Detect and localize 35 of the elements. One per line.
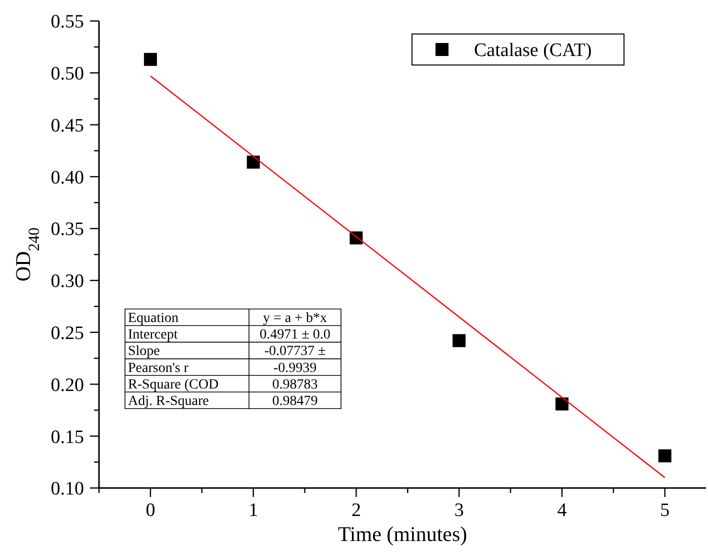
x-axis-title: Time (minutes)	[338, 522, 468, 546]
x-tick-label: 1	[248, 500, 258, 521]
point	[555, 397, 568, 410]
y-tick-label: 0.20	[50, 374, 84, 396]
point	[452, 334, 466, 348]
annotation: -0.07737 ±	[264, 344, 326, 360]
annotation: y = a + b*x	[262, 311, 328, 326]
x-tick-label: 4	[557, 500, 568, 521]
annotation: 0.98783	[272, 377, 318, 392]
x-tick-label: 0	[146, 500, 156, 521]
y-tick-label: 0.45	[50, 115, 84, 136]
y-tick-label: 0.25	[50, 322, 84, 344]
x-tick-label: 3	[454, 500, 464, 521]
x-tick-label: 5	[660, 500, 670, 521]
point	[144, 52, 157, 66]
legend-label: Catalase (CAT)	[474, 40, 592, 62]
y-tick-label: 0.40	[50, 167, 84, 188]
annotation: Intercept	[128, 328, 178, 343]
annotation: R-Square (COD	[128, 377, 219, 392]
y-tick-label: 0.10	[50, 478, 84, 500]
annotation: 0.4971 ± 0.0	[260, 328, 330, 343]
annotation: Pearson's r	[128, 360, 189, 376]
point	[246, 156, 260, 169]
y-tick-label: 0.50	[50, 64, 84, 85]
y-tick-label: 0.55	[50, 12, 84, 33]
annotation: 0.98479	[272, 394, 318, 409]
annotation: Slope	[128, 344, 160, 360]
annotation: Equation	[128, 311, 179, 326]
point	[658, 449, 672, 462]
y-tick-label: 0.15	[50, 426, 84, 448]
annotation: Adj. R-Square	[128, 394, 209, 409]
y-tick-label: 0.35	[50, 219, 84, 240]
annotation: -0.9939	[273, 360, 317, 376]
y-tick-label: 0.30	[50, 271, 84, 292]
x-tick-label: 2	[351, 500, 361, 521]
